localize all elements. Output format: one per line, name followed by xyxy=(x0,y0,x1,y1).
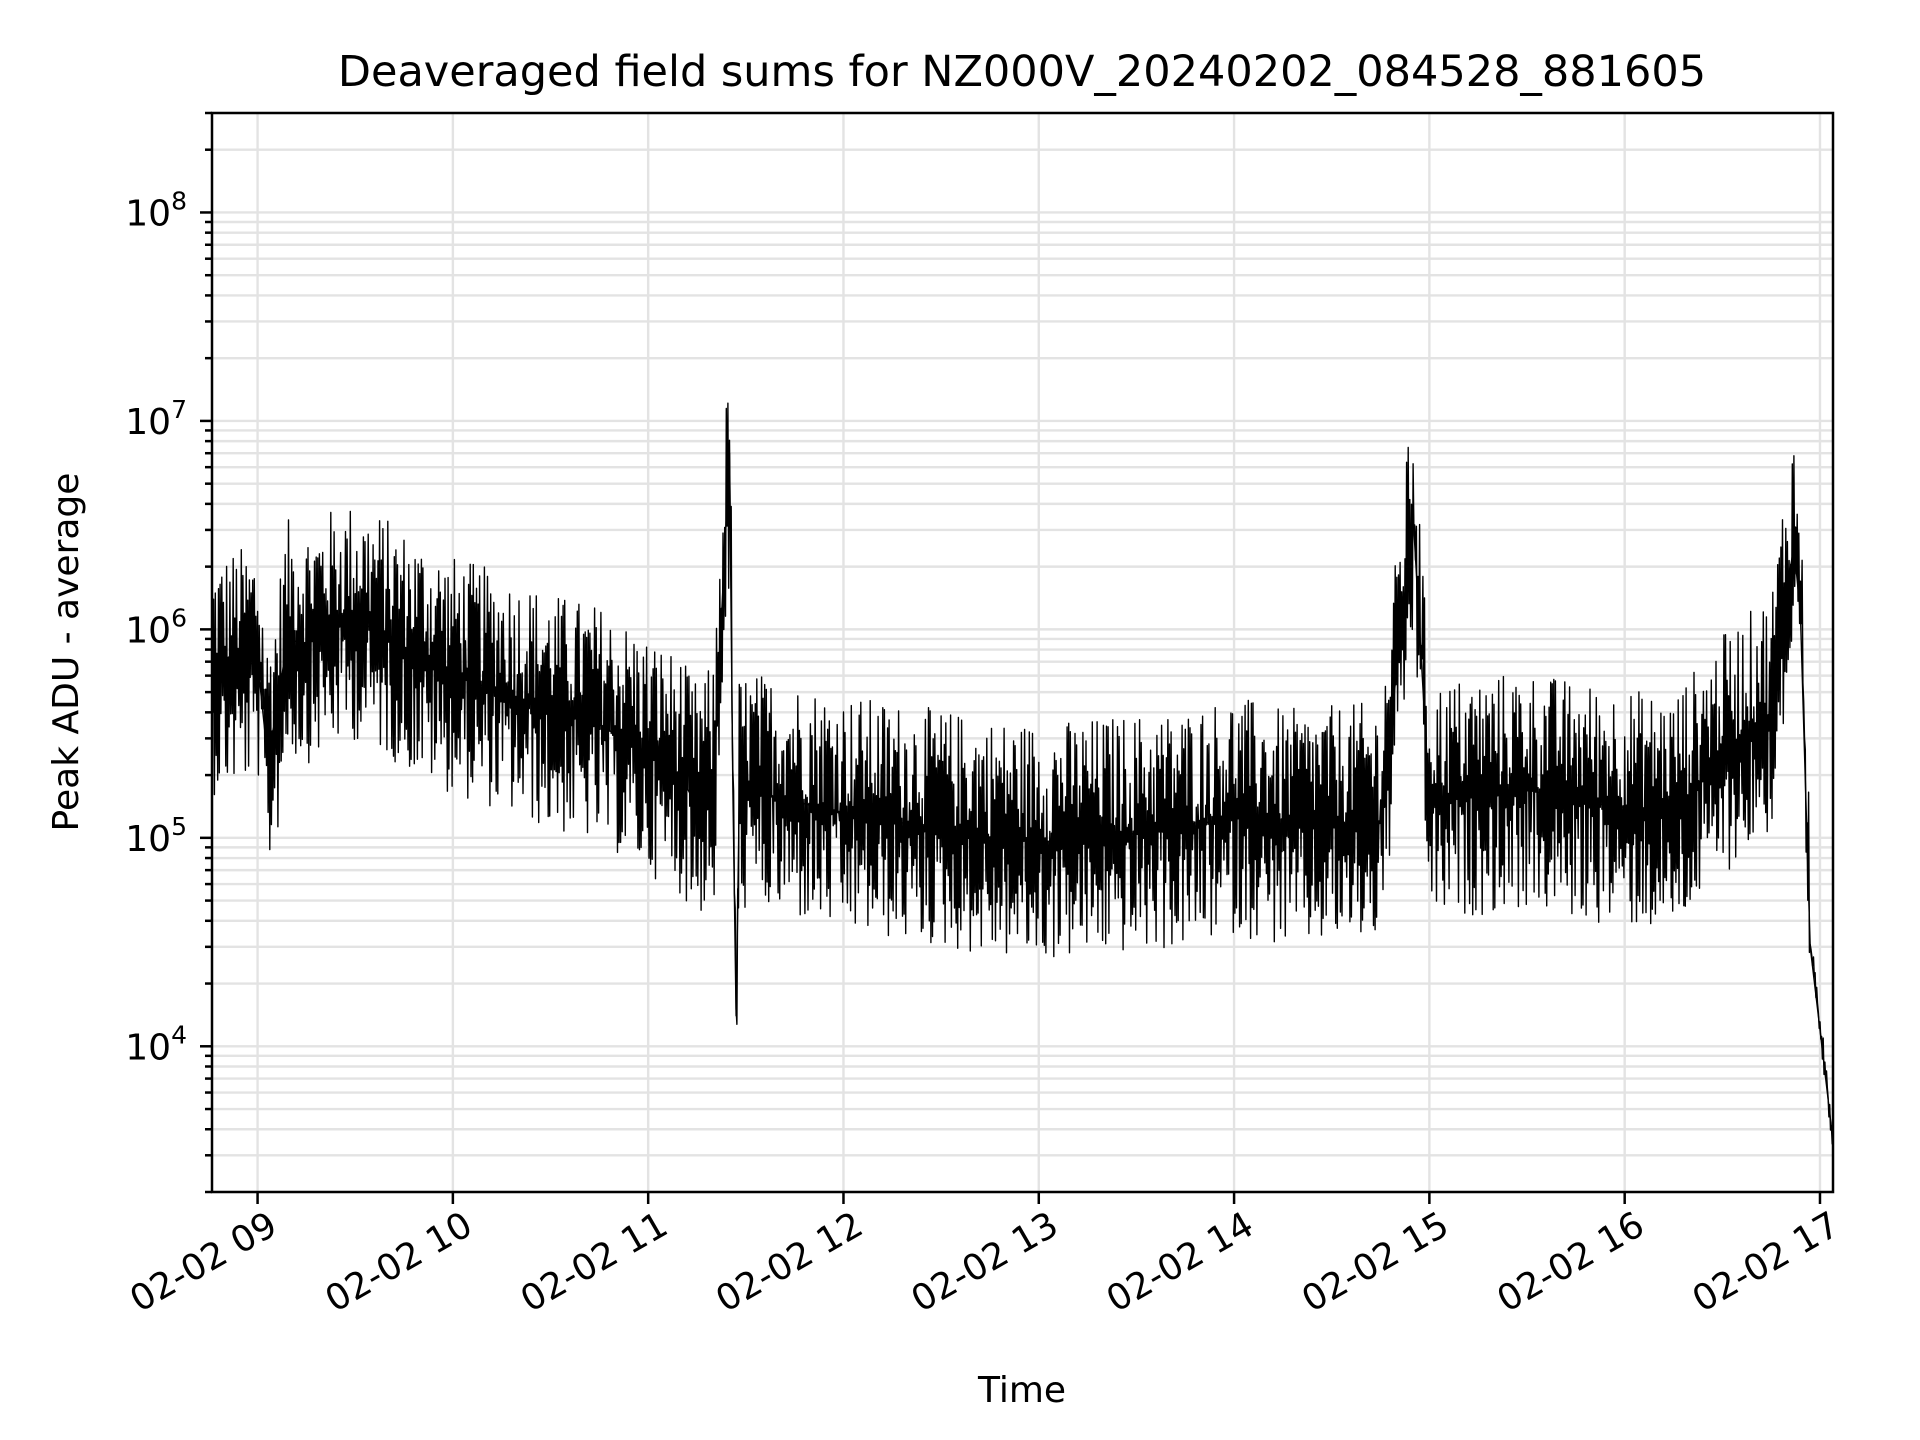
y-tick-label: 107 xyxy=(125,395,187,443)
x-axis-label: Time xyxy=(977,1370,1066,1411)
grid xyxy=(212,111,1833,1194)
y-tick-label: 108 xyxy=(125,186,187,234)
y-tick-label: 105 xyxy=(125,812,187,860)
y-axis-label: Peak ADU - average xyxy=(46,473,87,832)
series-layer xyxy=(211,402,1834,1145)
y-tick-label: 106 xyxy=(125,603,187,651)
chart-title: Deaveraged field sums for NZ000V_2024020… xyxy=(338,47,1706,97)
y-tick-label: 104 xyxy=(125,1020,187,1068)
series-noise-texture xyxy=(211,402,1833,1145)
plot-frame xyxy=(210,111,1835,1194)
